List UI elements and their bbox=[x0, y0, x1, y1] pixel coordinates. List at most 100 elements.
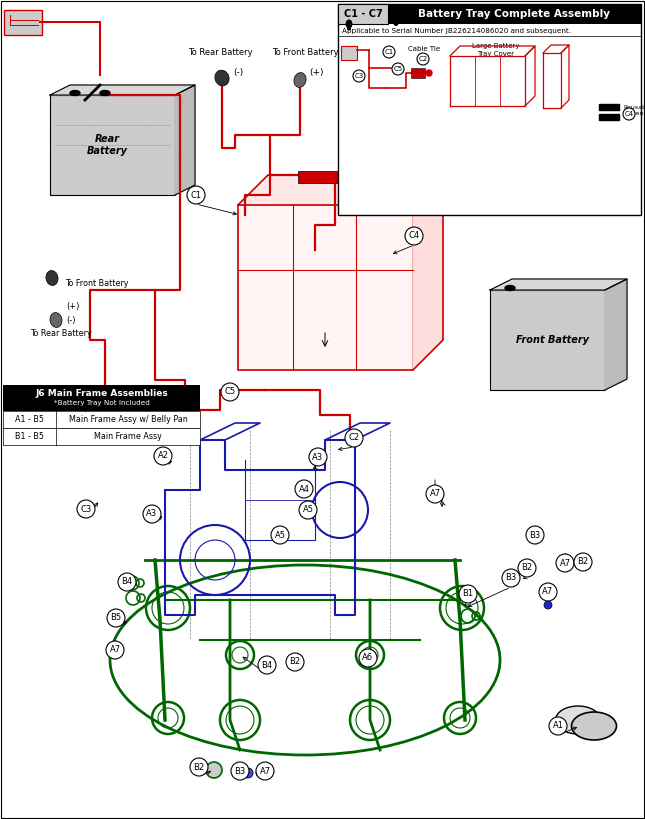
Ellipse shape bbox=[294, 73, 306, 88]
Polygon shape bbox=[238, 175, 443, 205]
Circle shape bbox=[359, 649, 377, 667]
Polygon shape bbox=[50, 85, 195, 95]
Polygon shape bbox=[175, 85, 195, 195]
FancyBboxPatch shape bbox=[599, 114, 619, 120]
Text: Applicable to Serial Number JB226214086020 and subsequent.: Applicable to Serial Number JB2262140860… bbox=[342, 28, 571, 34]
Text: (+): (+) bbox=[66, 302, 79, 311]
Text: C3: C3 bbox=[81, 505, 92, 514]
FancyBboxPatch shape bbox=[338, 4, 641, 215]
Circle shape bbox=[392, 63, 404, 75]
FancyBboxPatch shape bbox=[411, 68, 425, 78]
Text: A7: A7 bbox=[559, 559, 571, 568]
Text: B3: B3 bbox=[234, 767, 246, 776]
Text: B3: B3 bbox=[506, 573, 517, 582]
Ellipse shape bbox=[346, 20, 352, 28]
Text: A7: A7 bbox=[110, 645, 121, 654]
Ellipse shape bbox=[215, 70, 229, 86]
Text: C1 - C7: C1 - C7 bbox=[344, 9, 382, 19]
Text: A3: A3 bbox=[312, 453, 324, 461]
Text: Cable Tie: Cable Tie bbox=[408, 46, 440, 52]
Circle shape bbox=[426, 70, 432, 76]
Circle shape bbox=[502, 569, 520, 587]
Text: B1 - B5: B1 - B5 bbox=[15, 432, 44, 441]
Circle shape bbox=[286, 653, 304, 671]
Ellipse shape bbox=[70, 91, 80, 96]
Circle shape bbox=[518, 559, 536, 577]
Circle shape bbox=[243, 768, 253, 778]
Circle shape bbox=[544, 601, 552, 609]
Text: A5: A5 bbox=[303, 505, 313, 514]
FancyBboxPatch shape bbox=[298, 171, 348, 183]
Text: C4: C4 bbox=[624, 111, 633, 117]
Circle shape bbox=[111, 641, 119, 649]
Circle shape bbox=[405, 227, 423, 245]
Circle shape bbox=[353, 70, 365, 82]
Text: *Battery Tray Not Included: *Battery Tray Not Included bbox=[54, 400, 150, 406]
Circle shape bbox=[383, 46, 395, 58]
Circle shape bbox=[459, 585, 477, 603]
Ellipse shape bbox=[46, 270, 58, 286]
Text: B5: B5 bbox=[110, 613, 121, 622]
Text: B1: B1 bbox=[462, 590, 473, 599]
Text: A3: A3 bbox=[146, 509, 157, 518]
FancyBboxPatch shape bbox=[388, 4, 641, 24]
Circle shape bbox=[187, 186, 205, 204]
Text: (-): (-) bbox=[66, 315, 75, 324]
Circle shape bbox=[345, 429, 363, 447]
FancyBboxPatch shape bbox=[50, 95, 175, 195]
Circle shape bbox=[256, 762, 274, 780]
Text: A6: A6 bbox=[362, 654, 373, 663]
Circle shape bbox=[526, 526, 544, 544]
FancyBboxPatch shape bbox=[4, 10, 42, 35]
Polygon shape bbox=[605, 279, 627, 390]
Text: B4: B4 bbox=[121, 577, 133, 586]
Ellipse shape bbox=[505, 286, 515, 291]
FancyBboxPatch shape bbox=[490, 290, 605, 390]
Circle shape bbox=[299, 501, 317, 519]
Circle shape bbox=[77, 500, 95, 518]
Circle shape bbox=[539, 583, 557, 601]
FancyBboxPatch shape bbox=[599, 104, 619, 110]
Text: A1: A1 bbox=[553, 722, 564, 731]
Circle shape bbox=[143, 505, 161, 523]
Text: B2: B2 bbox=[577, 558, 588, 567]
Text: C5: C5 bbox=[224, 387, 235, 396]
Text: A2: A2 bbox=[157, 451, 168, 460]
Ellipse shape bbox=[555, 706, 600, 734]
Circle shape bbox=[295, 480, 313, 498]
Circle shape bbox=[221, 383, 239, 401]
Text: B2: B2 bbox=[194, 762, 204, 771]
FancyBboxPatch shape bbox=[238, 205, 413, 370]
FancyBboxPatch shape bbox=[341, 46, 357, 60]
Text: (-): (-) bbox=[233, 69, 243, 78]
Circle shape bbox=[549, 717, 567, 735]
Text: To Rear Battery: To Rear Battery bbox=[188, 48, 252, 57]
Text: C4: C4 bbox=[408, 232, 419, 241]
Text: C2: C2 bbox=[348, 433, 359, 442]
Circle shape bbox=[206, 762, 222, 778]
Text: C1: C1 bbox=[384, 49, 393, 55]
Text: B3: B3 bbox=[530, 531, 541, 540]
Text: (+): (+) bbox=[310, 69, 324, 78]
Circle shape bbox=[190, 758, 208, 776]
Ellipse shape bbox=[50, 313, 62, 328]
Text: To Front Battery: To Front Battery bbox=[272, 48, 339, 57]
Text: B2: B2 bbox=[521, 563, 533, 572]
Text: C5: C5 bbox=[393, 66, 402, 72]
Ellipse shape bbox=[571, 712, 617, 740]
Circle shape bbox=[309, 448, 327, 466]
Circle shape bbox=[106, 641, 124, 659]
Text: Rear
Battery: Rear Battery bbox=[87, 134, 128, 156]
Text: B2: B2 bbox=[290, 658, 301, 667]
Text: J6 Main Frame Assemblies: J6 Main Frame Assemblies bbox=[35, 390, 168, 399]
Text: Main Frame Assy: Main Frame Assy bbox=[94, 432, 162, 441]
Text: Main Frame Assy w/ Belly Pan: Main Frame Assy w/ Belly Pan bbox=[68, 415, 188, 424]
Circle shape bbox=[623, 108, 635, 120]
Text: Battery Tray Complete Assembly: Battery Tray Complete Assembly bbox=[419, 9, 611, 19]
Text: A7: A7 bbox=[542, 587, 553, 596]
Circle shape bbox=[426, 485, 444, 503]
Circle shape bbox=[118, 573, 136, 591]
FancyBboxPatch shape bbox=[3, 385, 200, 411]
Text: A5: A5 bbox=[275, 531, 286, 540]
Circle shape bbox=[107, 609, 125, 627]
